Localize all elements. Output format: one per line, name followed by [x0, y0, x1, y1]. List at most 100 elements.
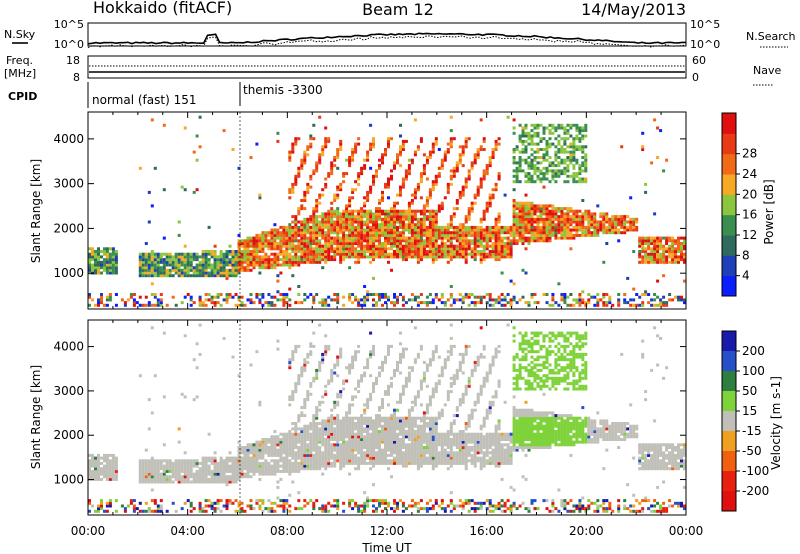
power-cell	[569, 123, 573, 127]
power-cell	[147, 260, 151, 264]
power-cell	[458, 236, 462, 240]
velocity-cell	[204, 472, 208, 476]
power-cell	[662, 303, 666, 307]
power-cell	[291, 247, 295, 251]
power-cell	[267, 293, 271, 296]
power-cell	[539, 220, 543, 224]
power-cell	[404, 223, 408, 227]
power-cell	[671, 239, 675, 243]
power-cell	[635, 225, 639, 229]
velocity-cell	[240, 509, 244, 513]
power-cell	[656, 260, 660, 264]
velocity-cell	[351, 461, 355, 465]
velocity-cell	[258, 464, 262, 468]
velocity-cell	[321, 427, 325, 431]
power-cell	[318, 260, 322, 264]
power-cell	[608, 298, 612, 302]
power-cell	[138, 252, 142, 256]
power-cell	[434, 215, 438, 219]
power-cell	[431, 148, 435, 151]
power-cell	[497, 215, 501, 219]
velocity-cell	[264, 443, 268, 447]
power-cell	[548, 169, 552, 173]
power-cell	[255, 295, 259, 299]
power-cell	[467, 247, 471, 251]
power-cell	[440, 228, 444, 232]
velocity-cell	[324, 467, 328, 471]
power-cell	[479, 177, 483, 181]
power-cell	[593, 295, 597, 299]
power-cell	[677, 239, 680, 243]
velocity-cell	[285, 443, 289, 447]
power-cell	[467, 137, 471, 141]
power-cell	[399, 188, 402, 192]
power-cell	[372, 233, 375, 237]
power-cell	[446, 148, 450, 151]
power-cell	[393, 239, 396, 243]
power-cell	[300, 252, 304, 256]
power-cell	[378, 199, 381, 202]
velocity-cell	[267, 499, 271, 503]
velocity-cell	[111, 456, 115, 460]
power-cell	[620, 215, 624, 219]
power-cell	[267, 255, 271, 259]
velocity-cell	[105, 467, 109, 471]
velocity-cell	[225, 456, 229, 460]
power-cell	[97, 247, 100, 251]
power-cell	[563, 148, 567, 151]
power-cell	[162, 236, 166, 240]
power-cell	[297, 220, 301, 224]
power-cell	[339, 182, 343, 186]
power-cell	[593, 231, 597, 235]
power-cell	[401, 250, 405, 253]
power-cell	[372, 252, 375, 256]
power-cell	[342, 174, 346, 178]
power-cell	[401, 295, 405, 299]
power-cell	[677, 258, 680, 262]
power-cell	[372, 137, 375, 141]
power-cell	[410, 239, 414, 243]
power-cell	[410, 236, 414, 240]
power-cell	[422, 250, 426, 253]
power-cell	[440, 239, 444, 243]
power-cell	[396, 255, 399, 259]
power-cell	[410, 212, 414, 216]
velocity-cell	[342, 379, 346, 383]
power-cell	[249, 293, 253, 296]
power-cell	[617, 293, 621, 296]
power-cell	[512, 118, 516, 122]
velocity-cell	[177, 427, 181, 431]
power-cell	[324, 236, 328, 240]
power-cell	[300, 239, 304, 243]
power-cell	[629, 228, 633, 232]
power-cell	[662, 295, 666, 299]
velocity-cell	[330, 416, 334, 420]
velocity-cell	[294, 440, 298, 444]
velocity-cell	[141, 469, 145, 473]
power-cell	[443, 196, 447, 200]
power-cell	[581, 225, 585, 229]
power-cell	[270, 239, 274, 243]
power-cell	[572, 172, 576, 176]
power-cell	[551, 172, 555, 176]
velocity-cell	[237, 504, 241, 508]
power-cell	[608, 225, 612, 229]
power-cell	[321, 212, 325, 216]
power-cell	[336, 207, 340, 211]
power-cell	[653, 250, 657, 253]
power-cell	[369, 142, 373, 146]
power-cell	[381, 255, 384, 259]
velocity-cell	[108, 499, 112, 503]
velocity-cell	[300, 430, 304, 433]
power-cell	[204, 258, 208, 262]
power-cell	[348, 293, 352, 296]
velocity-cell	[333, 459, 337, 463]
power-cell	[207, 260, 211, 264]
power-cell	[440, 161, 444, 165]
power-cell	[521, 148, 525, 151]
power-cell	[276, 274, 280, 278]
velocity-cell	[255, 446, 259, 449]
power-cell	[455, 247, 459, 251]
velocity-cell	[330, 408, 334, 412]
power-cell	[345, 223, 349, 227]
